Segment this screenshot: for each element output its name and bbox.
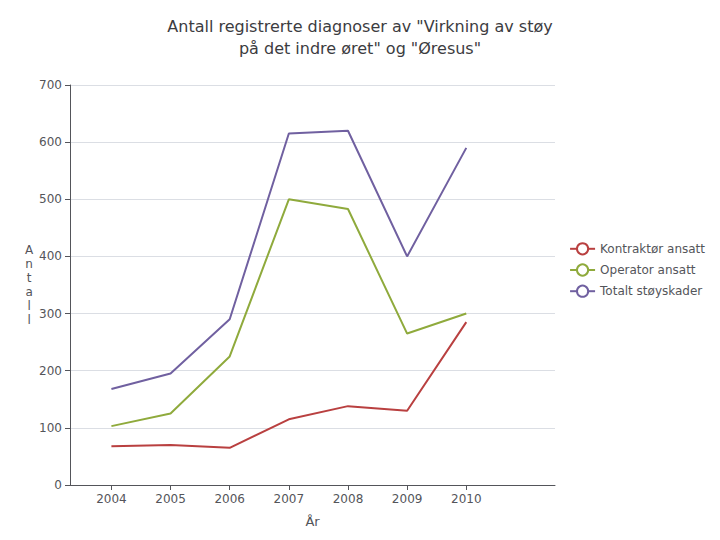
svg-text:Totalt støyskader: Totalt støyskader — [599, 284, 702, 298]
svg-text:2009: 2009 — [392, 492, 423, 506]
svg-text:Antall registrerte diagnoser a: Antall registrerte diagnoser av "Virknin… — [167, 17, 552, 36]
svg-text:2010: 2010 — [451, 492, 482, 506]
svg-text:2008: 2008 — [333, 492, 364, 506]
svg-text:t: t — [27, 271, 32, 285]
svg-text:2007: 2007 — [274, 492, 305, 506]
svg-text:200: 200 — [39, 364, 62, 378]
svg-text:a: a — [25, 285, 32, 299]
svg-text:400: 400 — [39, 249, 62, 263]
svg-text:n: n — [25, 257, 33, 271]
svg-text:0: 0 — [54, 478, 62, 492]
svg-text:300: 300 — [39, 307, 62, 321]
svg-text:A: A — [25, 243, 34, 257]
svg-text:500: 500 — [39, 192, 62, 206]
svg-text:2004: 2004 — [96, 492, 127, 506]
svg-text:100: 100 — [39, 421, 62, 435]
svg-text:l: l — [27, 313, 30, 327]
svg-text:2005: 2005 — [155, 492, 186, 506]
svg-text:2006: 2006 — [214, 492, 245, 506]
svg-text:l: l — [27, 299, 30, 313]
svg-text:600: 600 — [39, 135, 62, 149]
svg-text:på det indre øret" og "Øresus": på det indre øret" og "Øresus" — [239, 39, 481, 58]
svg-text:700: 700 — [39, 78, 62, 92]
svg-text:Kontraktør ansatt: Kontraktør ansatt — [600, 242, 705, 256]
svg-text:Operator ansatt: Operator ansatt — [600, 263, 696, 277]
svg-text:År: År — [305, 514, 320, 529]
